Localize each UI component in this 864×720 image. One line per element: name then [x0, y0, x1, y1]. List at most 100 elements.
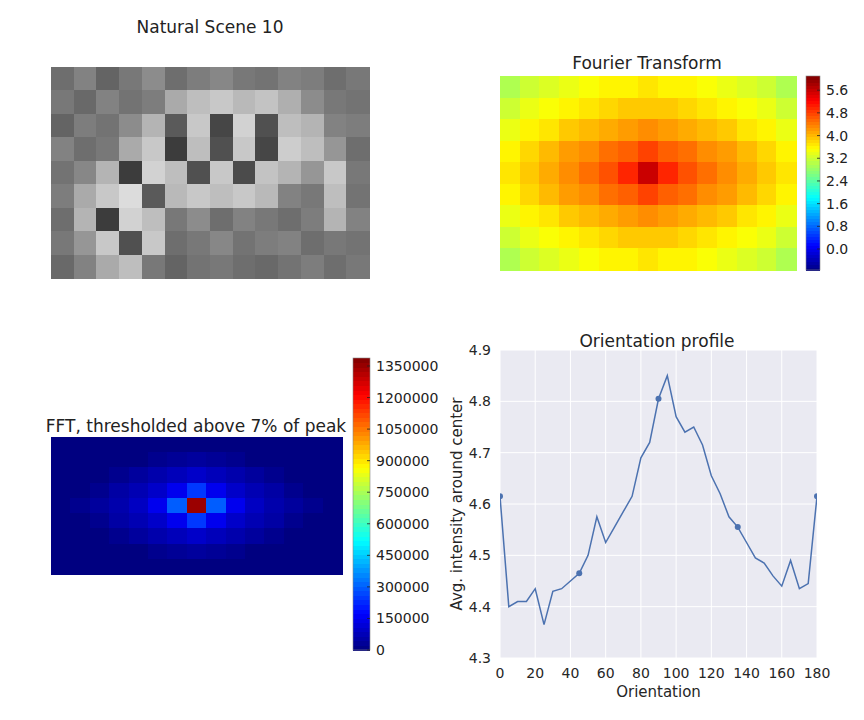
colorbar-segment: [353, 436, 370, 441]
colorbar-tick: [367, 555, 370, 556]
cell: [301, 184, 324, 208]
y-tick-label: 4.9: [469, 342, 491, 358]
cell: [148, 513, 168, 529]
cell: [346, 231, 369, 255]
cell: [346, 90, 369, 114]
cell: [210, 255, 233, 279]
colorbar-segment: [353, 504, 370, 509]
cell: [346, 161, 369, 185]
cell: [658, 248, 678, 270]
cell: [737, 119, 757, 141]
cell: [697, 162, 717, 184]
cell: [539, 248, 559, 270]
cell: [278, 67, 301, 91]
cell: [717, 141, 737, 163]
colorbar-tick: [367, 460, 370, 461]
cell: [346, 255, 369, 279]
cell: [210, 137, 233, 161]
cell: [323, 544, 343, 560]
cell: [245, 513, 265, 529]
x-tick-label: 20: [526, 665, 544, 681]
cell: [51, 208, 74, 232]
colorbar-tick: [817, 158, 820, 159]
cell: [165, 67, 188, 91]
cell: [539, 227, 559, 249]
cell: [119, 255, 142, 279]
cell: [70, 437, 90, 453]
colorbar-tick-label: 450000: [376, 547, 429, 563]
cell: [658, 184, 678, 206]
colorbar-segment: [353, 600, 370, 605]
cell: [520, 184, 540, 206]
cell: [233, 255, 256, 279]
cell: [233, 161, 256, 185]
cell: [255, 137, 278, 161]
cell: [90, 483, 110, 499]
colorbar-tick-label: 3.2: [826, 150, 848, 166]
colorbar-segment: [353, 426, 370, 431]
cell: [284, 452, 304, 468]
colorbar-tick-label: 150000: [376, 610, 429, 626]
cell: [757, 141, 777, 163]
colorbar-segment: [353, 499, 370, 504]
cell: [119, 184, 142, 208]
cell: [264, 437, 284, 453]
cell: [500, 119, 520, 141]
cell: [618, 205, 638, 227]
colorbar-segment: [353, 440, 370, 445]
colorbar-tick-label: 4.0: [826, 128, 848, 144]
cell: [579, 227, 599, 249]
cell: [187, 184, 210, 208]
cell: [109, 559, 129, 575]
cell: [697, 119, 717, 141]
cell: [618, 76, 638, 98]
colorbar-segment: [353, 413, 370, 418]
y-tick-label: 4.4: [469, 599, 491, 615]
cell: [51, 528, 71, 544]
line: [500, 376, 817, 625]
colorbar-segment: [353, 363, 370, 368]
cell: [210, 208, 233, 232]
colorbar-tick-label: 0.0: [826, 241, 848, 257]
cell: [500, 141, 520, 163]
cell: [210, 114, 233, 138]
cell: [187, 90, 210, 114]
cell: [167, 498, 187, 514]
cell: [245, 559, 265, 575]
cell: [233, 208, 256, 232]
cell: [129, 483, 149, 499]
y-axis-label: Avg. intensity around center: [448, 397, 466, 611]
cell: [167, 513, 187, 529]
cell: [165, 208, 188, 232]
cell: [210, 184, 233, 208]
colorbar-tick: [817, 249, 820, 250]
x-axis-label: Orientation: [616, 683, 701, 701]
cell: [717, 98, 737, 120]
cell: [638, 205, 658, 227]
colorbar-segment: [353, 404, 370, 409]
colorbar-tick-label: 1.6: [826, 196, 848, 212]
cell: [278, 137, 301, 161]
cell: [599, 98, 619, 120]
cell: [776, 162, 796, 184]
colorbar-segment: [353, 468, 370, 473]
cell: [129, 513, 149, 529]
cell: [96, 184, 119, 208]
cell: [148, 452, 168, 468]
figure: Natural Scene 10Fourier Transform0.00.81…: [0, 0, 864, 720]
colorbar-segment: [806, 76, 820, 80]
cell: [70, 452, 90, 468]
cell: [520, 248, 540, 270]
cell: [539, 141, 559, 163]
colorbar-tick-label: 1200000: [376, 390, 438, 406]
cell: [520, 76, 540, 98]
cell: [233, 90, 256, 114]
cell: [51, 161, 74, 185]
cell: [301, 137, 324, 161]
cell: [245, 498, 265, 514]
cell: [167, 437, 187, 453]
colorbar-segment: [353, 614, 370, 619]
cell: [323, 559, 343, 575]
cell: [303, 498, 323, 514]
cell: [109, 544, 129, 560]
